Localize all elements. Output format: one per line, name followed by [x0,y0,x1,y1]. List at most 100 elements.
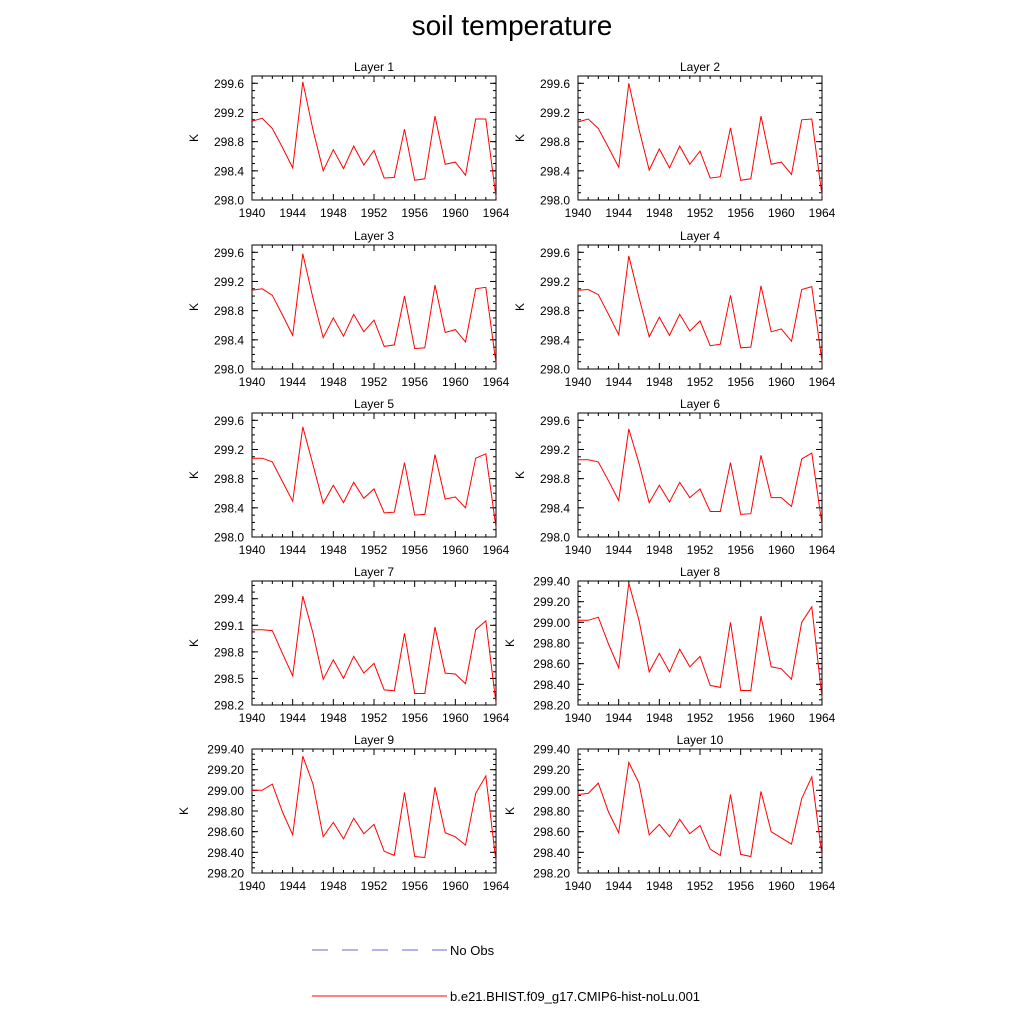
plot-frame [577,580,823,706]
y-tick-label: 299.20 [207,763,244,777]
x-tick-label: 1948 [646,206,673,220]
x-tick-label: 1948 [320,711,347,725]
x-tick-label: 1944 [605,206,632,220]
x-tick-label: 1960 [768,711,795,725]
series-line [577,255,823,362]
x-tick-label: 1944 [605,543,632,557]
panel-title: Layer 8 [680,565,720,579]
y-tick-label: 299.2 [540,106,570,120]
panel-10: Layer 10 1940 1944 1948 1952 1956 1960 1964 298.… [503,733,836,893]
x-tick-label: 1952 [361,711,388,725]
y-axis-label: K [513,134,527,142]
x-tick-label: 1964 [483,879,510,893]
x-tick-label: 1956 [727,711,754,725]
plot-frame [251,75,497,201]
x-tick-label: 1964 [809,711,836,725]
y-tick-label: 298.40 [533,846,570,860]
panel-title: Layer 6 [680,397,720,411]
x-tick-label: 1960 [442,879,469,893]
panel-title: Layer 10 [677,733,724,747]
y-tick-label: 299.00 [207,784,244,798]
y-tick-label: 298.0 [214,363,244,377]
x-tick-label: 1956 [401,543,428,557]
panel-title: Layer 5 [354,397,394,411]
x-tick-label: 1948 [320,375,347,389]
panel-5: Layer 5 1940 1944 1948 1952 1956 1960 1964 298.0… [187,397,510,557]
x-tick-label: 1956 [401,711,428,725]
y-tick-label: 299.00 [533,784,570,798]
panel-title: Layer 9 [354,733,394,747]
x-tick-label: 1940 [239,879,266,893]
y-tick-label: 298.4 [214,164,244,178]
x-tick-label: 1956 [727,879,754,893]
y-tick-label: 299.4 [214,592,244,606]
series-line [252,426,497,528]
y-tick-label: 298.0 [214,531,244,545]
x-tick-label: 1960 [768,879,795,893]
y-tick-label: 299.6 [540,77,570,91]
x-tick-label: 1956 [401,206,428,220]
series-line [578,428,823,525]
x-tick-label: 1944 [279,206,306,220]
x-tick-label: 1964 [483,711,510,725]
x-tick-label: 1960 [442,375,469,389]
x-tick-label: 1952 [361,543,388,557]
plot-frame [251,244,497,370]
x-tick-label: 1940 [565,543,592,557]
y-axis-label: K [187,303,201,311]
x-tick-label: 1944 [605,879,632,893]
y-axis-label: K [513,303,527,311]
x-tick-label: 1944 [605,375,632,389]
y-tick-label: 298.0 [540,194,570,208]
y-tick-label: 299.2 [214,275,244,289]
x-tick-label: 1948 [646,375,673,389]
y-axis-label: K [187,134,201,142]
y-tick-label: 298.8 [540,472,570,486]
y-tick-label: 298.8 [214,472,244,486]
panel-6: Layer 6 1940 1944 1948 1952 1956 1960 1964 298.0… [513,397,836,557]
x-tick-label: 1960 [768,375,795,389]
y-tick-label: 298.40 [207,846,244,860]
x-tick-label: 1948 [320,206,347,220]
y-tick-label: 298.0 [540,363,570,377]
x-tick-label: 1960 [768,543,795,557]
y-tick-label: 299.2 [214,106,244,120]
plot-frame [251,580,497,706]
y-tick-label: 299.6 [214,414,244,428]
y-tick-label: 298.8 [540,135,570,149]
y-tick-label: 298.4 [540,164,570,178]
x-tick-label: 1940 [565,711,592,725]
y-tick-label: 298.0 [214,194,244,208]
x-tick-label: 1948 [646,711,673,725]
x-tick-label: 1952 [687,206,714,220]
y-tick-label: 298.60 [533,825,570,839]
y-tick-label: 298.8 [214,304,244,318]
y-tick-label: 298.0 [540,531,570,545]
x-tick-label: 1940 [239,543,266,557]
x-tick-label: 1952 [687,879,714,893]
x-tick-label: 1940 [565,206,592,220]
y-tick-label: 298.60 [207,825,244,839]
x-tick-label: 1952 [361,206,388,220]
x-tick-label: 1956 [401,375,428,389]
y-tick-label: 298.4 [214,501,244,515]
panel-4: Layer 4 1940 1944 1948 1952 1956 1960 1964 298.0… [513,229,836,389]
panel-7: Layer 7 1940 1944 1948 1952 1956 1960 1964 298.2… [187,565,510,725]
x-tick-label: 1964 [809,543,836,557]
y-tick-label: 299.6 [540,246,570,260]
y-tick-label: 298.20 [207,867,244,881]
y-axis-label: K [187,639,201,647]
y-axis-label: K [503,807,517,815]
plot-frame [577,748,823,874]
x-tick-label: 1964 [809,206,836,220]
y-tick-label: 299.6 [214,77,244,91]
y-axis-label: K [187,471,201,479]
y-tick-label: 298.80 [207,805,244,819]
y-tick-label: 298.20 [533,867,570,881]
x-tick-label: 1952 [361,879,388,893]
x-tick-label: 1964 [483,375,510,389]
series-line [252,756,497,862]
series-line [252,595,497,704]
x-tick-label: 1952 [687,543,714,557]
